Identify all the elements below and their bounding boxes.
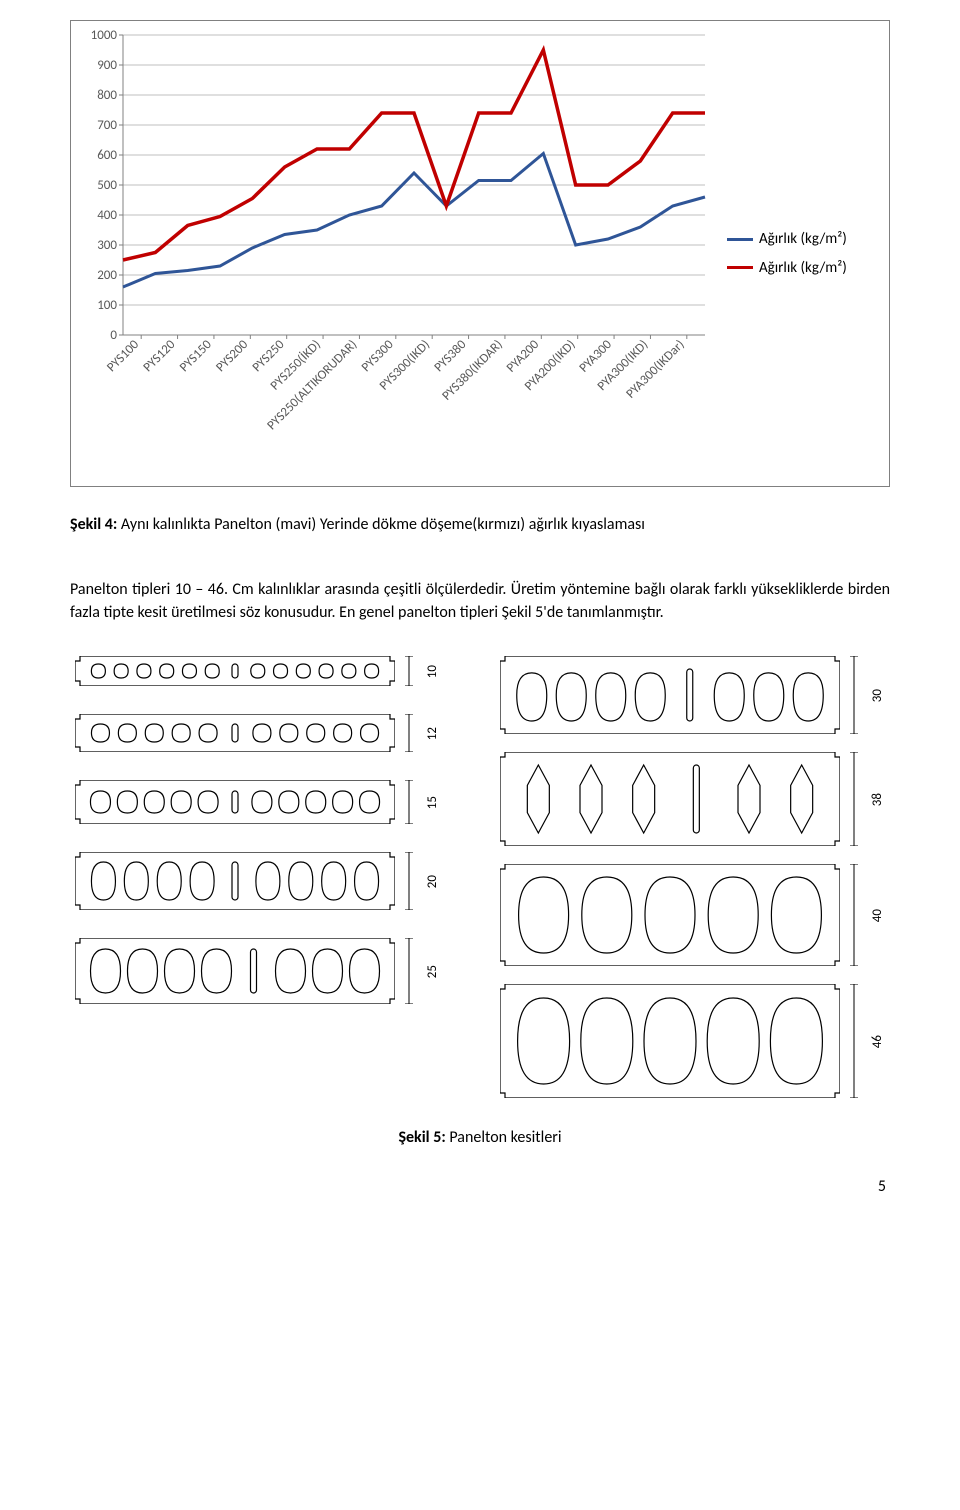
- legend-item: Ağırlık (kg/m²): [727, 225, 847, 254]
- svg-text:1000: 1000: [91, 28, 118, 43]
- figure5-caption-prefix: Şekil 5:: [398, 1128, 449, 1147]
- section-row: 15: [75, 780, 440, 824]
- section-dim-label: 20: [425, 875, 440, 888]
- section-dim-label: 38: [870, 793, 885, 806]
- svg-text:500: 500: [97, 178, 117, 193]
- section-dim-label: 10: [425, 665, 440, 678]
- figure5-caption-text: Panelton kesitleri: [449, 1128, 561, 1147]
- section-row: 46: [500, 984, 885, 1098]
- section-row: 30: [500, 656, 885, 734]
- section-svg: [75, 656, 395, 686]
- legend-swatch: [727, 266, 753, 269]
- figure4-caption-prefix: Şekil 4:: [70, 515, 121, 534]
- figure4-caption-text: Aynı kalınlıkta Panelton (mavi) Yerinde …: [121, 515, 645, 534]
- body-paragraph: Panelton tipleri 10 – 46. Cm kalınlıklar…: [70, 578, 890, 624]
- legend-item: Ağırlık (kg/m²): [727, 254, 847, 283]
- line-chart-svg: 01002003004005006007008009001000PYS100PY…: [77, 27, 713, 475]
- svg-text:PYS120: PYS120: [140, 337, 178, 375]
- svg-text:600: 600: [97, 148, 117, 163]
- section-row: 12: [75, 714, 440, 752]
- svg-text:400: 400: [97, 208, 117, 223]
- section-svg: [500, 656, 840, 734]
- svg-text:900: 900: [97, 58, 117, 73]
- section-dim-label: 25: [425, 965, 440, 978]
- legend-swatch: [727, 238, 753, 241]
- section-dim-label: 46: [870, 1035, 885, 1048]
- section-svg: [500, 864, 840, 966]
- section-row: 40: [500, 864, 885, 966]
- svg-text:100: 100: [97, 298, 117, 313]
- section-svg: [75, 852, 395, 910]
- legend-label: Ağırlık (kg/m²): [759, 225, 847, 254]
- page-number: 5: [70, 1177, 890, 1196]
- section-row: 10: [75, 656, 440, 686]
- section-svg: [500, 984, 840, 1098]
- svg-text:300: 300: [97, 238, 117, 253]
- sections-left-column: 10 12 15 20 25: [75, 656, 440, 1098]
- section-svg: [75, 780, 395, 824]
- svg-text:0: 0: [110, 328, 117, 343]
- section-dim-label: 30: [870, 689, 885, 702]
- chart-container: 01002003004005006007008009001000PYS100PY…: [70, 20, 890, 487]
- sections-figure: 10 12 15 20 25 30 38 40 46: [70, 656, 890, 1098]
- svg-text:700: 700: [97, 118, 117, 133]
- figure5-caption: Şekil 5: Panelton kesitleri: [70, 1128, 890, 1147]
- section-dim-label: 15: [425, 796, 440, 809]
- legend-label: Ağırlık (kg/m²): [759, 254, 847, 283]
- figure4-caption: Şekil 4: Aynı kalınlıkta Panelton (mavi)…: [70, 515, 890, 534]
- chart-plot: 01002003004005006007008009001000PYS100PY…: [77, 27, 713, 480]
- svg-text:200: 200: [97, 268, 117, 283]
- section-dim-label: 12: [425, 727, 440, 740]
- section-row: 20: [75, 852, 440, 910]
- section-row: 38: [500, 752, 885, 846]
- chart-legend: Ağırlık (kg/m²)Ağırlık (kg/m²): [727, 225, 847, 282]
- chart-frame: 01002003004005006007008009001000PYS100PY…: [77, 27, 883, 480]
- section-dim-label: 40: [870, 909, 885, 922]
- svg-text:800: 800: [97, 88, 117, 103]
- section-svg: [500, 752, 840, 846]
- sections-right-column: 30 38 40 46: [500, 656, 885, 1098]
- section-row: 25: [75, 938, 440, 1004]
- section-svg: [75, 714, 395, 752]
- section-svg: [75, 938, 395, 1004]
- svg-text:PYS200: PYS200: [213, 337, 251, 375]
- svg-text:PYS150: PYS150: [177, 337, 215, 375]
